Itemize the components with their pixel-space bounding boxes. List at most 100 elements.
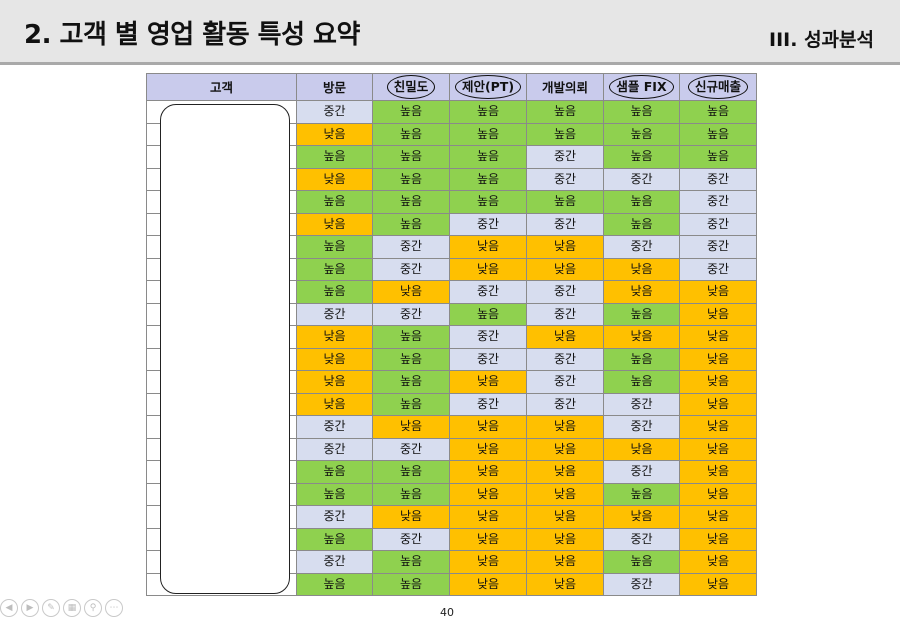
level-cell: 낮음 [679,527,757,551]
level-cell: 중간 [449,280,527,304]
level-cell: 중간 [526,392,604,416]
level-cell: 높음 [372,370,450,394]
level-cell: 높음 [526,100,604,124]
level-cell: 높음 [296,257,373,281]
level-cell: 중간 [603,415,680,439]
level-cell: 중간 [603,572,680,596]
level-cell: 낮음 [526,325,604,349]
level-cell: 중간 [372,257,450,281]
level-cell: 중간 [296,550,373,574]
level-cell: 높음 [603,550,680,574]
level-cell: 중간 [603,460,680,484]
page-number: 40 [440,606,454,619]
column-header-label: 방문 [322,79,346,95]
level-cell: 중간 [679,235,757,259]
level-cell: 중간 [679,212,757,236]
table-row: 낮음 높음 높음 높음 높음 높음 [146,122,757,146]
column-header: 방문 [296,73,373,101]
level-cell: 중간 [372,437,450,461]
level-cell: 중간 [526,167,604,191]
customer-name-mask-box [160,104,290,594]
level-cell: 높음 [449,100,527,124]
level-cell: 중간 [526,370,604,394]
level-cell: 높음 [603,482,680,506]
level-cell: 낮음 [679,482,757,506]
level-cell: 높음 [679,122,757,146]
level-cell: 높음 [296,235,373,259]
zoom-icon[interactable]: ⚲ [84,599,102,617]
column-header-label: 고객 [209,79,233,95]
table-row: 높음 중간 낮음 낮음 중간 낮음 [146,527,757,551]
level-cell: 낮음 [296,167,373,191]
level-cell: 낮음 [372,505,450,529]
level-cell: 낮음 [449,572,527,596]
level-cell: 낮음 [679,370,757,394]
level-cell: 높음 [296,460,373,484]
level-cell: 높음 [449,167,527,191]
pen-icon[interactable]: ✎ [42,599,60,617]
level-cell: 낮음 [296,325,373,349]
level-cell: 높음 [372,460,450,484]
level-cell: 높음 [372,167,450,191]
level-cell: 중간 [296,505,373,529]
level-cell: 낮음 [372,280,450,304]
column-header: 제안(PT) [449,73,527,101]
level-cell: 높음 [526,190,604,214]
level-cell: 낮음 [603,505,680,529]
title-bar [0,0,900,62]
level-cell: 높음 [372,122,450,146]
next-slide-icon[interactable]: ▶ [21,599,39,617]
level-cell: 중간 [296,415,373,439]
level-cell: 낮음 [449,370,527,394]
level-cell: 높음 [296,145,373,169]
level-cell: 중간 [603,235,680,259]
slide-nav-controls: ◀ ▶ ✎ ▦ ⚲ ⋯ [0,599,123,617]
column-header-label: 제안(PT) [454,75,522,99]
slides-grid-icon[interactable]: ▦ [63,599,81,617]
level-cell: 낮음 [603,437,680,461]
column-header-label: 샘플 FIX [609,75,674,99]
level-cell: 높음 [603,190,680,214]
level-cell: 낮음 [603,325,680,349]
level-cell: 낮음 [526,527,604,551]
more-options-icon[interactable]: ⋯ [105,599,123,617]
level-cell: 낮음 [296,370,373,394]
column-header-label: 신규매출 [687,75,748,99]
table-header-row: 고객 방문 친밀도 제안(PT) 개발의뢰 샘플 FIX 신규매출 [146,73,757,101]
level-cell: 높음 [372,100,450,124]
level-cell: 중간 [679,257,757,281]
level-cell: 낮음 [679,550,757,574]
column-header-label: 친밀도 [386,75,436,99]
prev-slide-icon[interactable]: ◀ [0,599,18,617]
level-cell: 높음 [296,280,373,304]
level-cell: 낮음 [526,505,604,529]
level-cell: 높음 [372,145,450,169]
level-cell: 낮음 [526,550,604,574]
page-title: 2. 고객 별 영업 활동 특성 요약 [24,20,360,50]
level-cell: 높음 [372,325,450,349]
level-cell: 중간 [372,302,450,326]
level-cell: 중간 [526,347,604,371]
level-cell: 낮음 [449,257,527,281]
level-cell: 높음 [603,370,680,394]
level-cell: 낮음 [449,505,527,529]
level-cell: 높음 [603,145,680,169]
level-cell: 중간 [449,325,527,349]
column-header: 신규매출 [679,73,757,101]
level-cell: 높음 [449,145,527,169]
level-cell: 낮음 [449,482,527,506]
level-cell: 중간 [526,212,604,236]
level-cell: 중간 [449,347,527,371]
title-divider [0,62,900,65]
column-header: 개발의뢰 [526,73,604,101]
level-cell: 낮음 [679,505,757,529]
level-cell: 높음 [372,572,450,596]
level-cell: 중간 [526,145,604,169]
level-cell: 높음 [679,100,757,124]
level-cell: 중간 [372,527,450,551]
level-cell: 낮음 [526,437,604,461]
level-cell: 낮음 [296,212,373,236]
level-cell: 중간 [603,392,680,416]
level-cell: 낮음 [679,437,757,461]
level-cell: 높음 [603,302,680,326]
